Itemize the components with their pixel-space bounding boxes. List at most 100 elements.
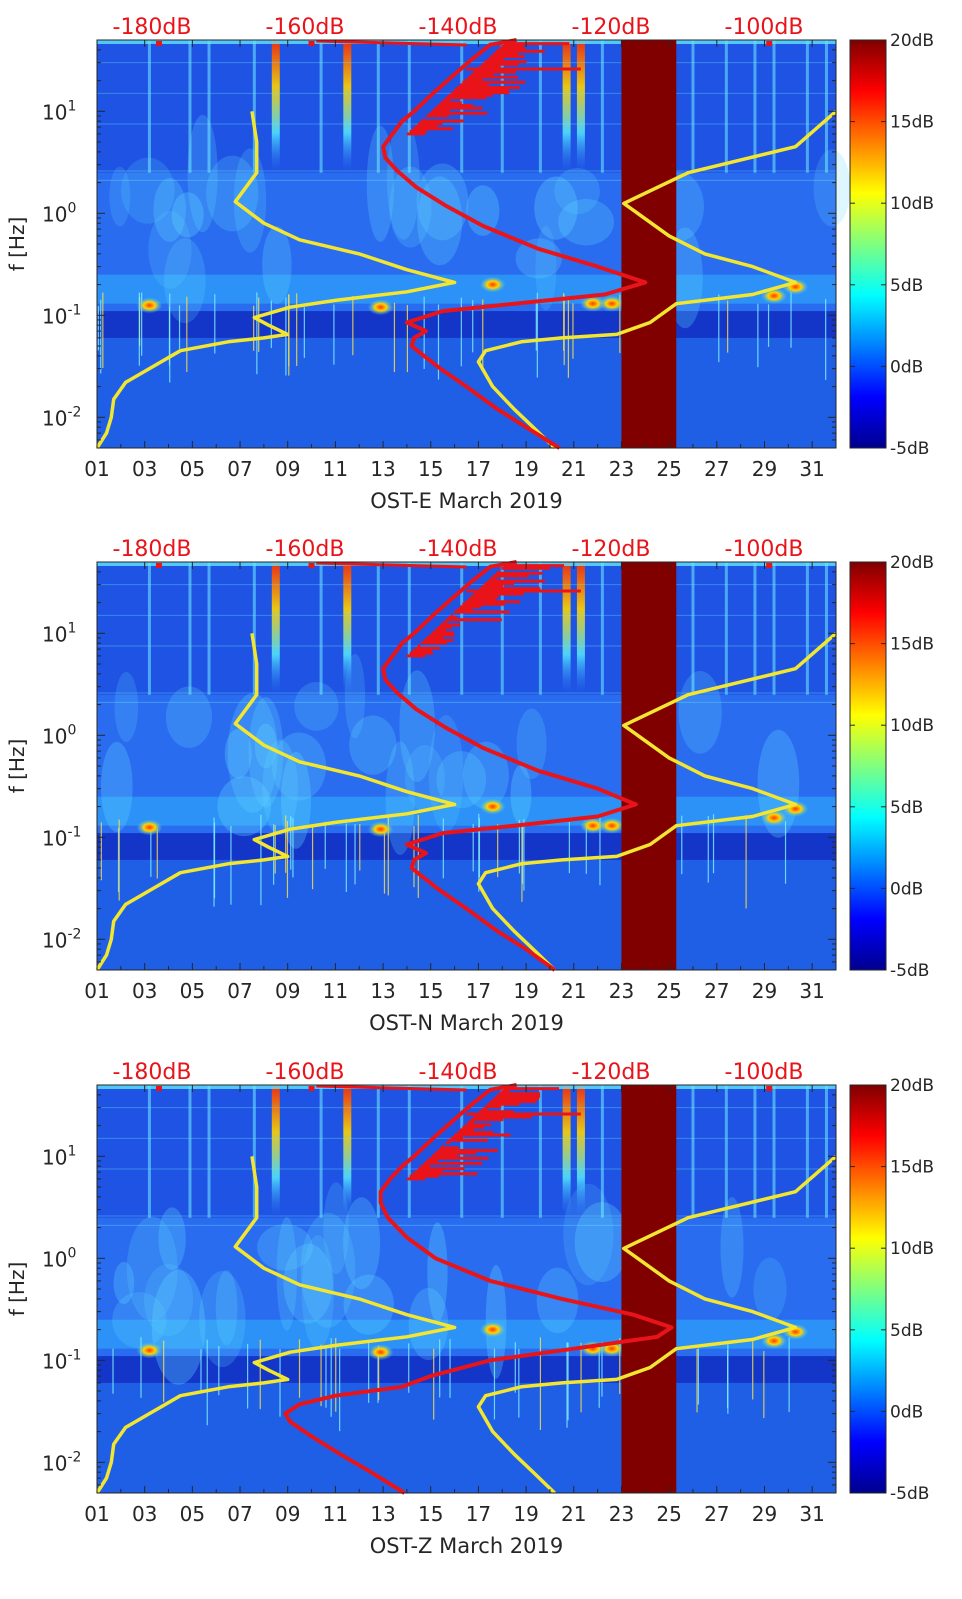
heatmap-patch <box>233 148 267 253</box>
top-marker <box>766 1086 773 1091</box>
transient-streak <box>772 1085 776 1218</box>
colorbar: 20dB 15dB 10dB 5dB 0dB -5dB <box>849 1076 934 1504</box>
microseism-hotspot <box>367 821 394 838</box>
model-curve-2 <box>476 109 838 450</box>
top-axis-label: -100dB <box>725 537 804 562</box>
transient-streak <box>724 40 728 173</box>
transient-streak <box>207 562 211 695</box>
x-tick-label: 23 <box>609 979 634 1003</box>
x-tick-label: 05 <box>180 979 205 1003</box>
x-tick-label: 19 <box>513 457 538 481</box>
x-tick-label: 29 <box>752 457 777 481</box>
transient-streak <box>343 562 352 695</box>
heatmap-patch <box>262 739 298 836</box>
transient-streak <box>376 1085 380 1218</box>
top-axis-label: -120dB <box>572 1060 651 1085</box>
heatmap-field <box>97 40 851 448</box>
heatmap-patch <box>720 1196 744 1298</box>
heatmap-patch <box>144 1263 194 1337</box>
top-axis-label: -100dB <box>725 1060 804 1085</box>
heatmap-patch <box>558 198 615 246</box>
heatmap-patch <box>126 1216 178 1322</box>
transient-streak <box>753 40 757 173</box>
colorbar-tick-label: -5dB <box>890 961 929 981</box>
model-curve-2 <box>476 631 838 972</box>
x-tick-label: 19 <box>513 979 538 1003</box>
x-tick-label: 25 <box>656 979 681 1003</box>
data-gap-block <box>621 562 677 970</box>
heatmap-patch <box>301 1235 334 1350</box>
microseism-hotspot <box>136 819 163 836</box>
colorbar-tick-label: 20dB <box>890 31 934 51</box>
microseism-hotspot <box>479 798 506 815</box>
heatmap-patch <box>349 715 397 775</box>
y-tick-label: 100 <box>42 1245 76 1271</box>
transient-streak <box>500 1085 504 1218</box>
top-axis-label: -140dB <box>419 15 498 40</box>
heatmap-patch <box>366 125 394 242</box>
spectrum-curve-top <box>316 561 467 569</box>
microseism-hotspot <box>367 1344 394 1361</box>
x-tick-label: 21 <box>561 1502 586 1526</box>
heatmap-patch <box>294 682 339 731</box>
transient-streak <box>376 40 380 173</box>
heatmap-patch <box>158 1207 186 1271</box>
heatmap-patch <box>224 728 252 779</box>
x-tick-label: 27 <box>704 1502 729 1526</box>
transient-streak <box>319 562 323 695</box>
top-marker <box>766 563 773 568</box>
transient-streak <box>343 40 352 173</box>
model-curve <box>95 633 457 971</box>
spectrum-curve-jitter <box>406 1087 559 1181</box>
x-tick-label: 13 <box>370 979 395 1003</box>
y-tick-label: 100 <box>42 722 76 748</box>
x-tick-label: 13 <box>370 457 395 481</box>
top-axis-label: -120dB <box>572 537 651 562</box>
heatmap-lowfreq <box>97 337 836 448</box>
microseism-hotspot <box>579 295 606 312</box>
heatmap-patch <box>463 741 509 810</box>
transient-streak <box>824 562 828 695</box>
heatmap-patch <box>516 708 547 780</box>
heatmap-band-0p1hz <box>97 833 836 860</box>
x-tick-label: 17 <box>466 979 491 1003</box>
top-marker <box>308 1086 315 1091</box>
transient-streak <box>147 1085 151 1218</box>
x-tick-label: 07 <box>227 1502 252 1526</box>
x-tick-label: 15 <box>418 1502 443 1526</box>
top-axis-label: -160dB <box>266 1060 345 1085</box>
colorbar-tick-label: 5dB <box>890 276 923 296</box>
colorbar-gradient <box>849 1084 887 1494</box>
transient-streak <box>252 40 256 173</box>
transient-streak <box>576 40 585 173</box>
colorbar-tick-label: 15dB <box>890 635 934 655</box>
colorbar-tick-label: 15dB <box>890 113 934 133</box>
heatmap-patch <box>262 226 292 305</box>
microseism-hotspot <box>479 1321 506 1338</box>
x-tick-label: 15 <box>418 979 443 1003</box>
top-edge-strip <box>97 1085 836 1089</box>
top-marker <box>155 563 162 568</box>
heatmap-patch <box>813 149 851 227</box>
heatmap-patch <box>563 1183 614 1286</box>
transient-streak <box>772 562 776 695</box>
heatmap-patch <box>153 178 187 242</box>
microseism-hotspot <box>598 295 625 312</box>
heatmap-patch <box>100 741 133 832</box>
heatmap-patch <box>536 1267 579 1334</box>
x-tick-label: 23 <box>609 1502 634 1526</box>
top-axis-label: -140dB <box>419 1060 498 1085</box>
y-tick-label: 101 <box>42 1143 76 1169</box>
transient-streak <box>538 40 542 173</box>
transient-streak <box>691 1085 695 1218</box>
spectrum-curve-jitter <box>406 564 565 658</box>
top-marker <box>308 563 315 568</box>
transient-streak <box>805 40 809 173</box>
top-axis-label: -120dB <box>572 15 651 40</box>
x-tick-label: 17 <box>466 457 491 481</box>
model-curve-2 <box>476 1154 838 1495</box>
y-tick-label: 101 <box>42 98 76 124</box>
transient-streak <box>319 1085 323 1218</box>
heatmap-patch <box>535 225 557 311</box>
x-tick-label: 05 <box>180 457 205 481</box>
